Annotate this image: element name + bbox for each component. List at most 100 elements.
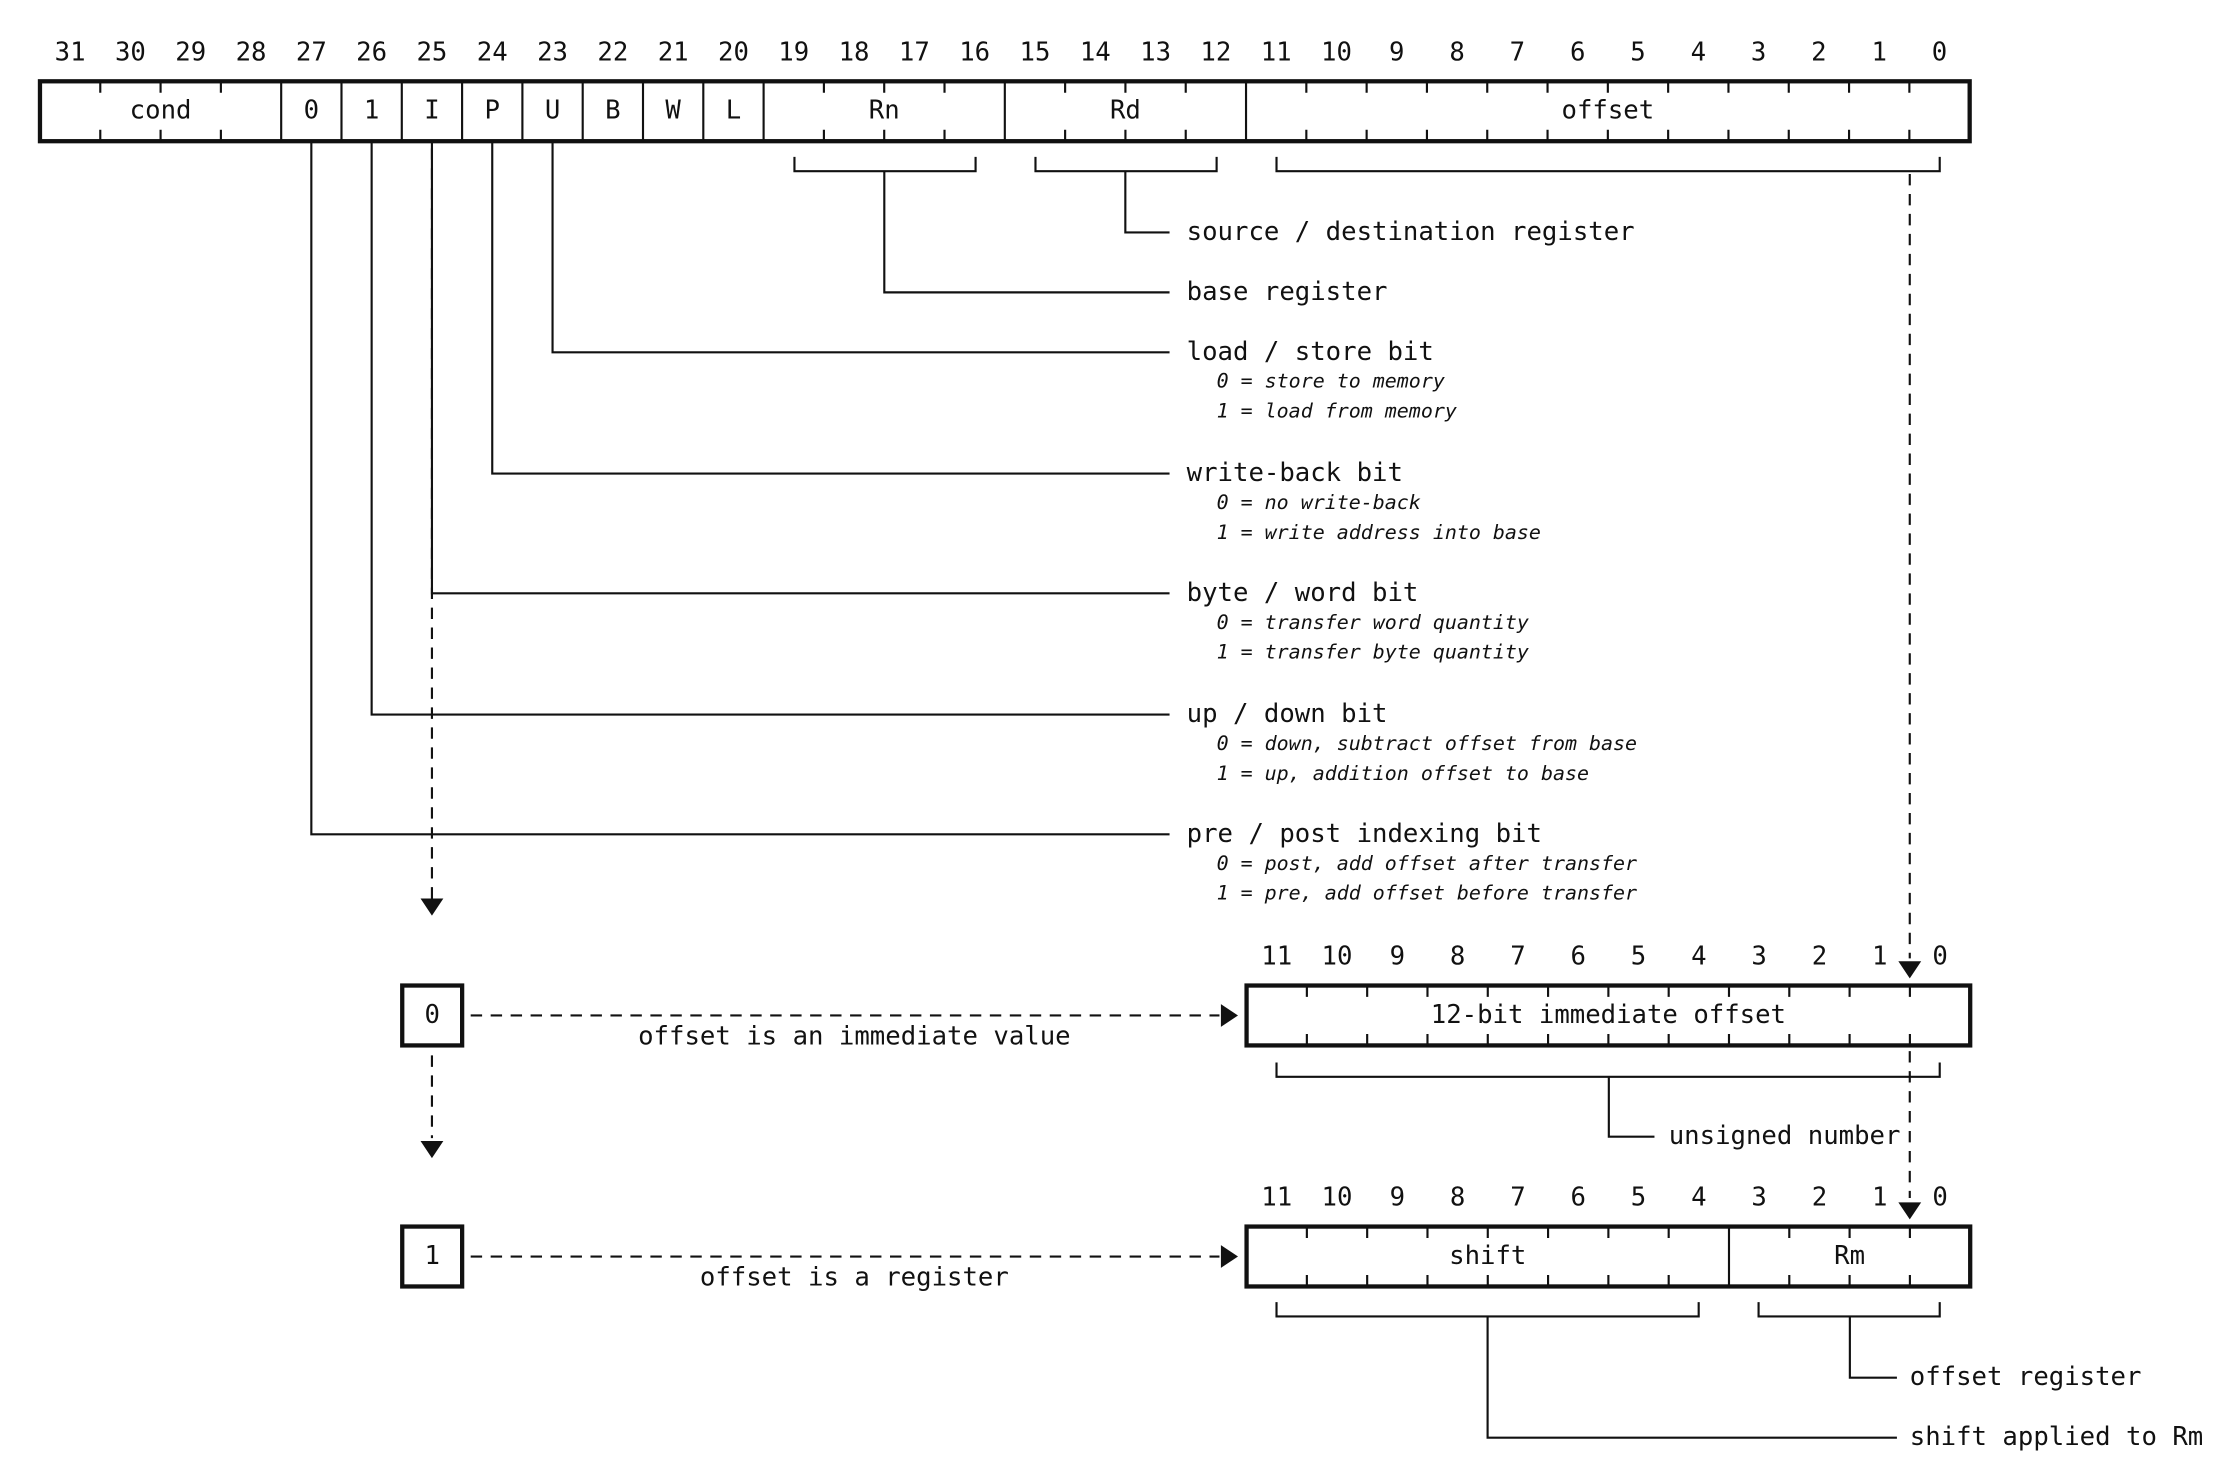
bit-number: 18	[839, 37, 870, 67]
bit-number: 3	[1751, 942, 1766, 972]
annotation-title: write-back bit	[1187, 458, 1403, 488]
bit-number: 12	[1200, 37, 1231, 67]
field-label: B	[605, 96, 620, 126]
annotation-title: offset register	[1910, 1362, 2142, 1392]
field-label: Rn	[869, 96, 900, 126]
flag-box	[400, 1224, 465, 1289]
arrowhead	[1220, 1004, 1239, 1027]
annotation-note: 1 = transfer byte quantity	[1217, 640, 1529, 664]
bracket	[1757, 1302, 1941, 1318]
bit-number: 31	[55, 37, 86, 67]
annotation-note: 1 = load from memory	[1217, 399, 1457, 423]
bit-number: 9	[1390, 1183, 1405, 1213]
bit-number: 4	[1691, 942, 1706, 972]
bit-number: 6	[1570, 37, 1585, 67]
flag-value: 1	[424, 1241, 439, 1271]
bit-number: 26	[356, 37, 387, 67]
field-label: shift	[1449, 1241, 1526, 1271]
bit-number: 7	[1510, 1183, 1525, 1213]
flag-value: 0	[424, 1000, 439, 1030]
bit-number: 4	[1691, 37, 1706, 67]
bit-number: 15	[1020, 37, 1051, 67]
bit-number: 5	[1631, 1183, 1646, 1213]
field-label: L	[726, 96, 741, 126]
leader-line	[1124, 171, 1170, 234]
bit-number: 1	[1872, 942, 1887, 972]
bracket	[1275, 1062, 1941, 1078]
leader-line	[551, 141, 1170, 354]
bracket	[793, 156, 977, 173]
path-label: offset is an immediate value	[638, 1021, 1071, 1051]
bracket	[1275, 156, 1941, 173]
annotation-title: source / destination register	[1187, 217, 1635, 247]
leader-line	[430, 141, 1170, 595]
bit-number: 27	[296, 37, 327, 67]
bit-number: 1	[1871, 37, 1886, 67]
bit-number: 29	[175, 37, 206, 67]
bit-number: 10	[1321, 37, 1352, 67]
bit-number: 9	[1389, 37, 1404, 67]
annotation-title: byte / word bit	[1187, 578, 1419, 608]
bit-number: 6	[1571, 1183, 1586, 1213]
annotation-note: 0 = transfer word quantity	[1217, 610, 1529, 634]
bit-number: 16	[959, 37, 990, 67]
bit-number: 4	[1691, 1183, 1706, 1213]
bit-number: 20	[718, 37, 749, 67]
bit-number: 5	[1630, 37, 1645, 67]
bit-number: 0	[1932, 1183, 1947, 1213]
field-label: P	[485, 96, 500, 126]
field-label: 0	[304, 96, 319, 126]
bit-number: 3	[1751, 37, 1766, 67]
bit-number: 1	[1872, 1183, 1887, 1213]
field-label: Rd	[1110, 96, 1141, 126]
bit-number: 8	[1450, 942, 1465, 972]
bit-number: 28	[236, 37, 267, 67]
bit-number: 14	[1080, 37, 1111, 67]
field-label: Rm	[1834, 1241, 1865, 1271]
leader-line	[883, 171, 1170, 294]
annotation-note: 0 = no write-back	[1217, 490, 1421, 514]
arrowhead	[1220, 1245, 1239, 1268]
bit-number: 9	[1390, 942, 1405, 972]
arrowhead	[420, 898, 444, 916]
bit-number: 6	[1571, 942, 1586, 972]
path-label: offset is a register	[700, 1262, 1009, 1292]
leader-line	[491, 141, 1170, 475]
bit-number: 7	[1510, 942, 1525, 972]
leader-line	[1848, 1316, 1897, 1379]
bit-number: 7	[1510, 37, 1525, 67]
annotation-title: load / store bit	[1187, 337, 1434, 367]
bracket	[1275, 1302, 1700, 1318]
bit-number: 2	[1812, 942, 1827, 972]
annotation-title: base register	[1187, 277, 1388, 307]
leader-line	[310, 141, 1170, 836]
arrowhead	[1898, 1202, 1922, 1220]
bit-number: 2	[1812, 1183, 1827, 1213]
bit-number: 24	[477, 37, 508, 67]
annotation-note: 1 = write address into base	[1217, 520, 1541, 544]
bit-number: 30	[115, 37, 146, 67]
annotation-note: 1 = pre, add offset before transfer	[1217, 881, 1637, 905]
bit-number: 11	[1261, 1183, 1292, 1213]
bit-number: 17	[899, 37, 930, 67]
field-label: 12-bit immediate offset	[1431, 1000, 1786, 1030]
bit-number: 23	[537, 37, 568, 67]
bit-number: 21	[658, 37, 689, 67]
annotation-note: 0 = down, subtract offset from base	[1217, 731, 1637, 755]
flag-box	[400, 983, 465, 1048]
leader-line	[1486, 1316, 1897, 1439]
annotation-note: 1 = up, addition offset to base	[1217, 761, 1589, 785]
bit-number: 22	[597, 37, 628, 67]
leader-line	[1607, 1076, 1655, 1138]
annotation-note: 0 = store to memory	[1217, 369, 1445, 393]
bit-number: 25	[416, 37, 447, 67]
bit-number: 11	[1261, 37, 1292, 67]
bit-number: 8	[1450, 1183, 1465, 1213]
bit-number: 3	[1751, 1183, 1766, 1213]
bit-number: 11	[1261, 942, 1292, 972]
bracket	[1034, 156, 1218, 173]
field-label: cond	[130, 96, 192, 126]
field-label: offset	[1562, 96, 1655, 126]
